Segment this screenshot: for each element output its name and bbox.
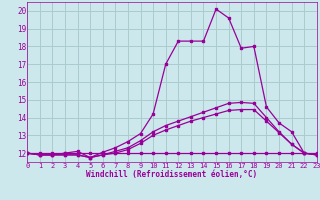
X-axis label: Windchill (Refroidissement éolien,°C): Windchill (Refroidissement éolien,°C) bbox=[86, 170, 258, 179]
